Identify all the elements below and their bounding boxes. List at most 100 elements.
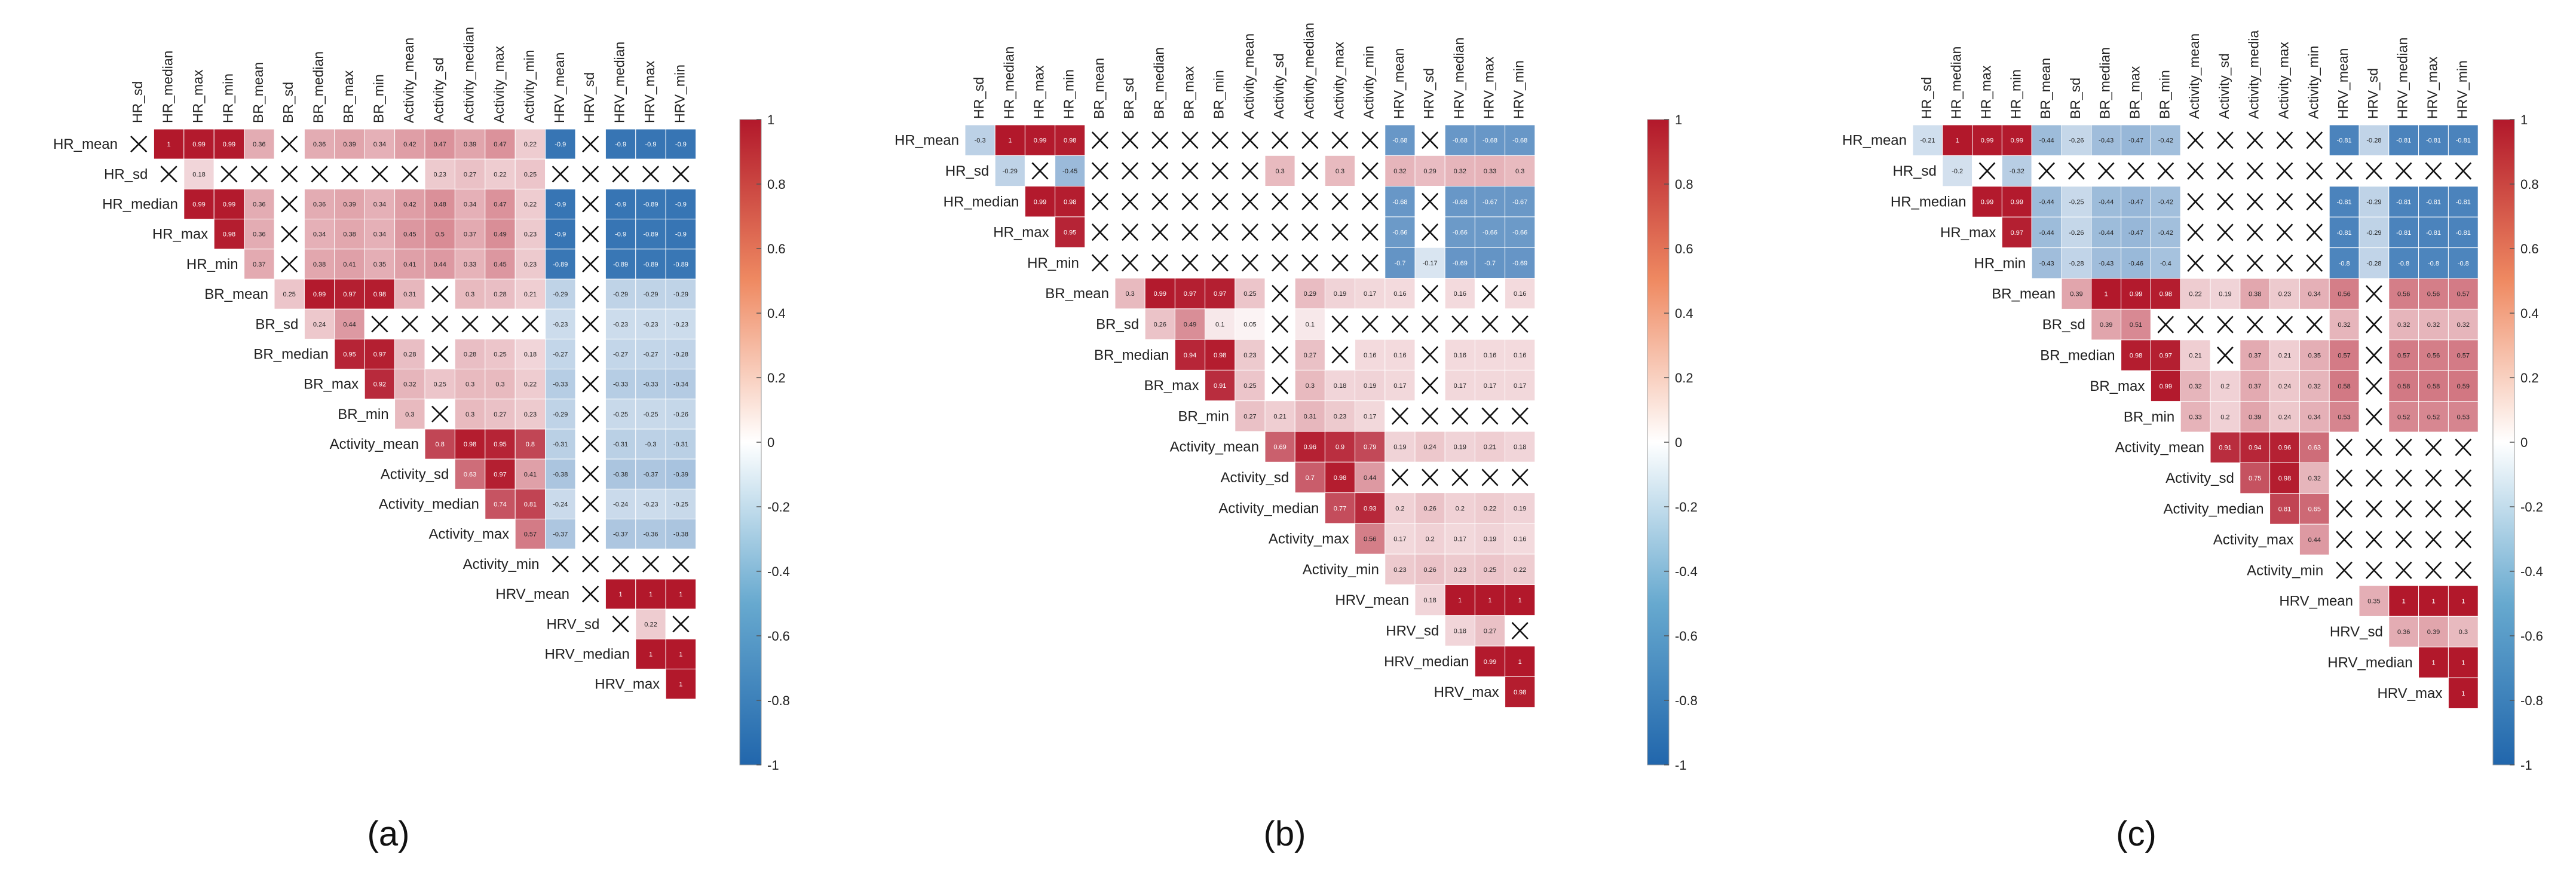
insignificant-cross-mark <box>1361 223 1379 241</box>
heatmap-cell <box>1505 155 1536 187</box>
insignificant-cross-mark <box>2395 469 2412 487</box>
cell-value-label: 0.44 <box>2308 537 2321 544</box>
heatmap-cell <box>485 399 516 430</box>
cell-value-label: -0.44 <box>2039 229 2054 237</box>
row-label-br-min: BR_min <box>2124 409 2174 425</box>
insignificant-cross-mark <box>2246 162 2263 180</box>
cell-value-label: 0.16 <box>1514 536 1526 543</box>
insignificant-cross-mark <box>642 166 660 183</box>
cell-value-label: 1 <box>679 651 682 659</box>
heatmap-cell <box>2091 186 2122 218</box>
row-label-hrv-max: HRV_max <box>595 676 660 693</box>
cell-value-label: 0.32 <box>2308 383 2321 390</box>
insignificant-cross-mark <box>2455 500 2472 518</box>
heatmap-cell <box>605 578 636 610</box>
cell-value-label: -0.67 <box>1512 198 1527 206</box>
heatmap-cell <box>2418 278 2449 310</box>
insignificant-cross-mark <box>612 166 629 183</box>
cell-value-label: 0.28 <box>494 291 506 298</box>
cell-value-label: 0.93 <box>1364 505 1376 512</box>
heatmap-cell <box>304 249 335 280</box>
insignificant-cross-mark <box>2306 162 2323 180</box>
cell-value-label: -0.23 <box>643 321 658 328</box>
row-label-activity-mean: Activity_mean <box>2115 440 2204 456</box>
row-label-hr-median: HR_median <box>944 194 1019 210</box>
heatmap-cell <box>2091 308 2122 341</box>
cell-value-label: 1 <box>2105 291 2108 298</box>
row-label-hr-mean: HR_mean <box>53 136 118 152</box>
cell-value-label: -0.69 <box>1453 260 1468 267</box>
cell-value-label: -0.38 <box>613 471 628 478</box>
insignificant-cross-mark <box>1422 407 1439 425</box>
colorbar-tick-label: -0.2 <box>2520 500 2543 515</box>
insignificant-cross-mark <box>2425 500 2442 518</box>
cell-value-label: 0.39 <box>2070 291 2082 298</box>
cell-value-label: 0.16 <box>1393 290 1406 298</box>
cell-value-label: 0.23 <box>524 411 537 418</box>
cell-value-label: 1 <box>1488 597 1491 604</box>
heatmap-cell <box>514 128 546 160</box>
heatmap-cell <box>1474 615 1506 647</box>
cell-value-label: -0.37 <box>613 531 628 538</box>
col-label-hrv-max: HRV_max <box>1481 56 1497 119</box>
col-label-br-max: BR_max <box>1181 66 1197 119</box>
col-label-hr-sd: HR_sd <box>971 77 987 119</box>
insignificant-cross-mark <box>431 405 449 422</box>
cell-value-label: -0.34 <box>673 381 688 388</box>
cell-value-label: -0.37 <box>553 531 568 538</box>
insignificant-cross-mark <box>2157 162 2174 180</box>
cell-value-label: -0.43 <box>2039 260 2054 267</box>
insignificant-cross-mark <box>1481 469 1499 486</box>
heatmap-cell <box>1505 431 1536 463</box>
cell-value-label: 0.95 <box>494 441 506 448</box>
insignificant-cross-mark <box>1422 131 1439 149</box>
heatmap-cell <box>2240 462 2271 494</box>
colorbar-tick-label: 0.8 <box>767 177 786 192</box>
insignificant-cross-mark <box>2187 162 2204 180</box>
cell-value-label: -0.89 <box>673 261 688 268</box>
row-label-hr-min: HR_min <box>186 256 238 272</box>
cell-value-label: -0.47 <box>2128 137 2143 145</box>
heatmap-cell <box>424 249 455 280</box>
heatmap-cell <box>1414 584 1445 616</box>
cell-value-label: 0.98 <box>464 441 476 448</box>
cell-value-label: 0.25 <box>433 381 446 388</box>
cell-value-label: -0.33 <box>613 381 628 388</box>
cell-value-label: -0.47 <box>2128 199 2143 206</box>
cell-value-label: 0.3 <box>1515 168 1524 175</box>
insignificant-cross-mark <box>582 525 599 543</box>
insignificant-cross-mark <box>401 166 418 183</box>
cell-value-label: 0.32 <box>2189 383 2201 390</box>
heatmap-cell <box>1205 278 1236 310</box>
row-label-activity-median: Activity_median <box>1218 500 1319 516</box>
heatmap-cell <box>364 369 396 400</box>
heatmap-cell <box>2388 370 2419 402</box>
cell-value-label: 0.28 <box>464 351 476 359</box>
insignificant-cross-mark <box>1272 254 1289 272</box>
cell-value-label: 0.65 <box>2308 506 2321 513</box>
insignificant-cross-mark <box>2246 223 2263 241</box>
heatmap-cell <box>304 278 335 310</box>
heatmap-cell <box>2269 462 2300 494</box>
colorbar-tick-label: 1 <box>2520 112 2528 127</box>
cell-value-label: -0.24 <box>553 501 568 509</box>
heatmap-cell <box>2418 124 2449 156</box>
heatmap-cell <box>2091 216 2122 249</box>
insignificant-cross-mark <box>1978 162 1996 180</box>
cell-value-label: 0.44 <box>1364 474 1376 482</box>
cell-value-label: 0.32 <box>2427 321 2440 329</box>
cell-value-label: 0.35 <box>2308 353 2321 360</box>
cell-value-label: 0.34 <box>313 231 326 238</box>
cell-value-label: 0.36 <box>253 141 265 148</box>
insignificant-cross-mark <box>1301 162 1319 180</box>
insignificant-cross-mark <box>1272 223 1289 241</box>
col-label-hr-min: HR_min <box>2008 69 2023 119</box>
heatmap-cell <box>1505 278 1536 310</box>
cell-value-label: -0.25 <box>673 501 688 509</box>
panel-caption: (b) <box>1264 814 1306 853</box>
cell-value-label: 1 <box>2431 660 2435 667</box>
cell-value-label: 0.81 <box>2278 506 2291 513</box>
heatmap-panel-c: HR_sd HR_median HR_max HR_min BR_mean BR_sd BR… <box>1842 30 2543 853</box>
heatmap-cell <box>394 338 425 370</box>
cell-value-label: 1 <box>1458 597 1462 604</box>
